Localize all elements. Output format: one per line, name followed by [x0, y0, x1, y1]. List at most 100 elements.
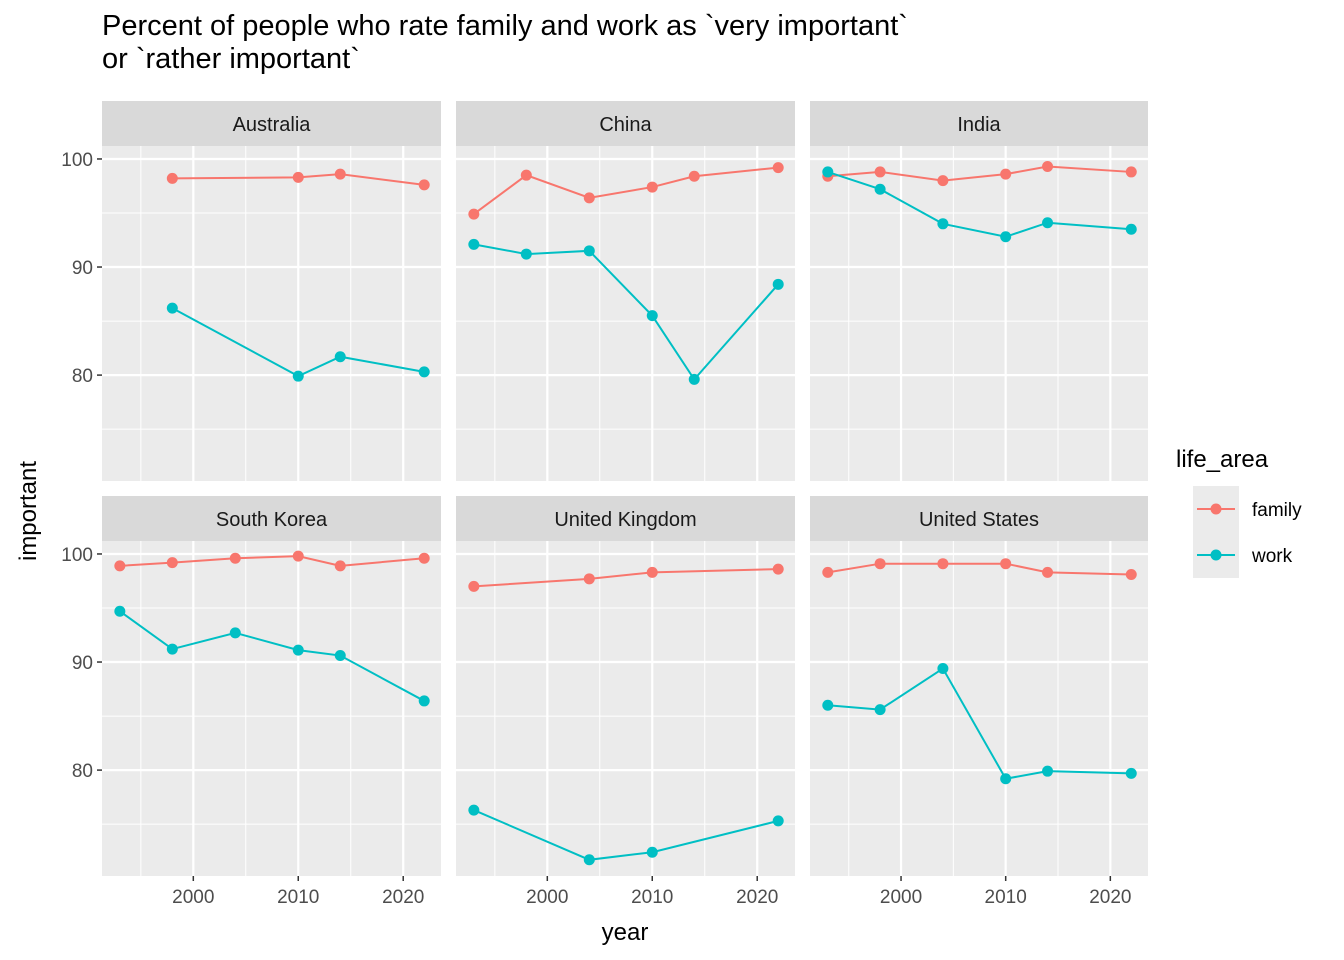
data-point-family — [937, 558, 949, 570]
data-point-family — [688, 170, 700, 182]
data-point-family — [822, 566, 834, 578]
data-point-family — [229, 552, 241, 564]
data-point-work — [1000, 231, 1012, 243]
legend-label: family — [1252, 500, 1302, 521]
data-point-work — [418, 695, 430, 707]
y-tick-label: 90 — [72, 258, 93, 279]
data-point-family — [646, 181, 658, 193]
data-point-work — [1125, 223, 1137, 235]
facet-strip — [456, 101, 795, 146]
data-point-work — [1042, 217, 1054, 229]
data-point-family — [1000, 168, 1012, 180]
data-point-work — [334, 650, 346, 662]
data-point-family — [1042, 161, 1054, 173]
facet-strip — [102, 496, 441, 541]
y-axis-label: important — [15, 461, 42, 561]
data-point-work — [292, 644, 304, 656]
data-point-work — [772, 815, 784, 827]
legend-key-point — [1210, 549, 1222, 561]
data-point-work — [937, 663, 949, 675]
data-point-work — [166, 302, 178, 314]
data-point-work — [1042, 765, 1054, 777]
y-tick-label: 80 — [72, 366, 93, 387]
series-line-family — [473, 166, 779, 215]
data-point-work — [583, 854, 595, 866]
data-point-family — [583, 192, 595, 204]
data-point-family — [114, 560, 126, 572]
data-point-work — [646, 310, 658, 322]
data-point-work — [1125, 767, 1137, 779]
facet-strip-label: India — [957, 114, 1001, 136]
facet-strip-label: South Korea — [216, 509, 328, 531]
data-point-family — [334, 560, 346, 572]
facet-united-states: United States 2000 2010 2020 — [810, 496, 1148, 908]
y-tick-label: 80 — [72, 761, 93, 782]
data-point-work — [1000, 773, 1012, 785]
data-point-work — [229, 627, 241, 639]
x-axis-label: year — [602, 919, 649, 946]
facet-strip — [810, 496, 1148, 541]
series-line-work — [473, 243, 779, 382]
y-tick-label: 90 — [72, 653, 93, 674]
series-line-work — [473, 809, 779, 861]
data-point-work — [874, 704, 886, 716]
series-line-work — [171, 307, 425, 378]
series-line-work — [827, 667, 1132, 780]
series-line-family — [119, 555, 425, 567]
data-point-work — [114, 605, 126, 617]
series-line-family — [827, 562, 1132, 576]
facet-india: India — [810, 101, 1148, 481]
facet-south-korea: South Korea 80 90 100 2000 2010 2020 — [61, 496, 441, 908]
x-tick-label: 2020 — [736, 887, 778, 908]
panel-background — [456, 146, 795, 481]
panel-background — [810, 146, 1148, 481]
data-point-work — [688, 373, 700, 385]
panel-background — [102, 146, 441, 481]
facet-strip-label: United States — [919, 509, 1039, 531]
legend-key-point — [1210, 503, 1222, 515]
data-point-family — [1125, 166, 1137, 178]
series-line-work — [827, 170, 1132, 238]
data-point-family — [772, 162, 784, 174]
data-point-family — [937, 175, 949, 187]
data-point-work — [334, 351, 346, 363]
data-point-family — [468, 580, 480, 592]
data-point-family — [468, 208, 480, 220]
facet-strip — [810, 101, 1148, 146]
facet-strip-label: United Kingdom — [554, 509, 696, 531]
x-tick-label: 2010 — [631, 887, 673, 908]
data-point-work — [166, 643, 178, 655]
x-tick-label: 2020 — [382, 887, 424, 908]
data-point-family — [334, 168, 346, 180]
data-point-work — [937, 218, 949, 230]
x-tick-label: 2020 — [1089, 887, 1131, 908]
data-point-family — [1125, 569, 1137, 580]
data-point-work — [292, 370, 304, 382]
data-point-family — [520, 169, 532, 181]
data-point-family — [646, 566, 658, 578]
facet-united-kingdom: United Kingdom 2000 2010 2020 — [456, 496, 795, 908]
data-point-work — [468, 238, 480, 250]
data-point-family — [1042, 566, 1054, 578]
legend-label: work — [1251, 546, 1293, 567]
data-point-family — [583, 573, 595, 585]
data-point-work — [583, 245, 595, 257]
data-point-work — [468, 804, 480, 816]
data-point-family — [418, 179, 430, 191]
data-point-family — [292, 550, 304, 562]
data-point-family — [418, 552, 430, 564]
data-point-family — [1000, 558, 1012, 570]
data-point-family — [166, 557, 178, 569]
data-point-work — [874, 183, 886, 195]
facet-strip — [456, 496, 795, 541]
facet-strip-label: Australia — [233, 114, 312, 136]
data-point-work — [772, 278, 784, 290]
series-line-work — [119, 610, 425, 702]
x-tick-label: 2000 — [880, 887, 922, 908]
data-point-family — [874, 166, 886, 178]
data-point-family — [166, 172, 178, 184]
facet-strip-label: China — [599, 114, 652, 136]
facet-australia: Australia 80 90 100 — [61, 101, 441, 481]
x-tick-label: 2000 — [172, 887, 214, 908]
